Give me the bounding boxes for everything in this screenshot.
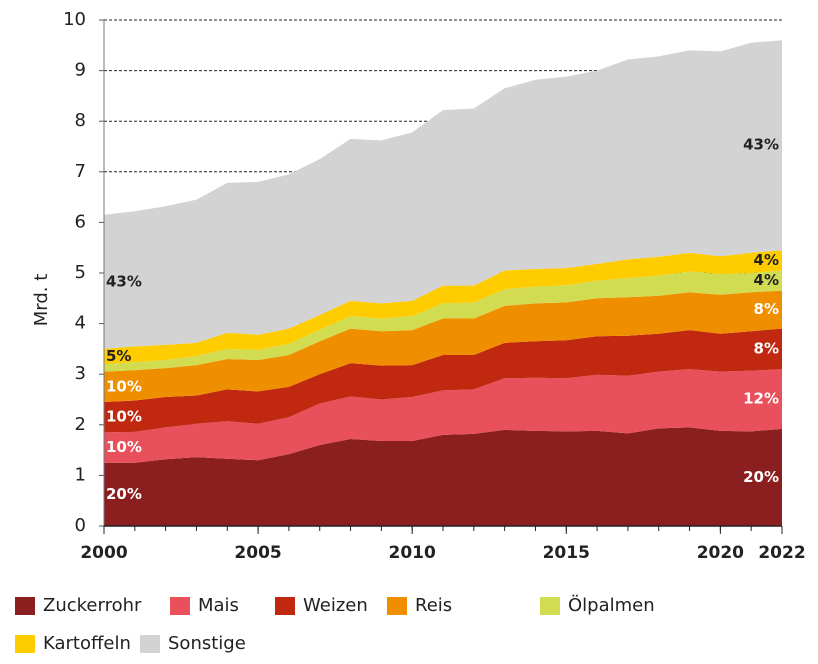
- legend-swatch: [540, 597, 560, 615]
- share-label: 10%: [106, 408, 142, 426]
- y-tick-label: 10: [63, 9, 86, 30]
- y-tick-label: 4: [75, 313, 86, 334]
- legend-swatch: [275, 597, 295, 615]
- y-tick-label: 1: [75, 464, 86, 485]
- legend-label: Reis: [415, 595, 452, 616]
- share-label: 8%: [754, 300, 779, 318]
- x-tick-label: 2005: [234, 543, 281, 563]
- share-label: 12%: [743, 389, 779, 407]
- y-tick-label: 3: [75, 363, 86, 384]
- legend-label: Ölpalmen: [568, 594, 655, 616]
- y-axis-label: Mrd. t: [31, 274, 52, 327]
- legend-swatch: [140, 635, 160, 653]
- area: [104, 270, 782, 372]
- share-label: 20%: [743, 468, 779, 486]
- legend-swatch: [170, 597, 190, 615]
- legend-label: Weizen: [303, 595, 368, 616]
- x-tick-label: 2010: [389, 543, 436, 563]
- area: [104, 290, 782, 403]
- legend-label: Kartoffeln: [43, 633, 131, 654]
- share-label: 4%: [754, 271, 779, 289]
- y-tick-label: 2: [75, 414, 86, 435]
- legend-swatch: [15, 597, 35, 615]
- share-label: 8%: [754, 339, 779, 357]
- area: [104, 328, 782, 433]
- area: [104, 250, 782, 365]
- share-label: 43%: [106, 272, 142, 290]
- area: [104, 40, 782, 349]
- share-label: 4%: [754, 251, 779, 269]
- share-label: 20%: [106, 485, 142, 503]
- y-tick-label: 5: [75, 262, 86, 283]
- legend-swatch: [387, 597, 407, 615]
- share-label: 10%: [106, 377, 142, 395]
- x-tick-label: 2015: [543, 543, 590, 563]
- legend-label: Zuckerrohr: [43, 595, 142, 616]
- y-tick-label: 8: [75, 110, 86, 131]
- share-label: 5%: [106, 347, 131, 365]
- legend-label: Mais: [198, 595, 239, 616]
- share-label: 43%: [743, 136, 779, 154]
- y-tick-label: 7: [75, 161, 86, 182]
- x-tick-label: 2022: [758, 543, 805, 563]
- x-tick-label: 2020: [697, 543, 744, 563]
- legend-label: Sonstige: [168, 633, 246, 654]
- area: [104, 427, 782, 526]
- legend-swatch: [15, 635, 35, 653]
- x-tick-label: 2000: [80, 543, 127, 563]
- y-tick-label: 0: [75, 515, 86, 536]
- share-label: 10%: [106, 438, 142, 456]
- y-tick-label: 6: [75, 211, 86, 232]
- y-tick-label: 9: [75, 60, 86, 81]
- area: [104, 369, 782, 463]
